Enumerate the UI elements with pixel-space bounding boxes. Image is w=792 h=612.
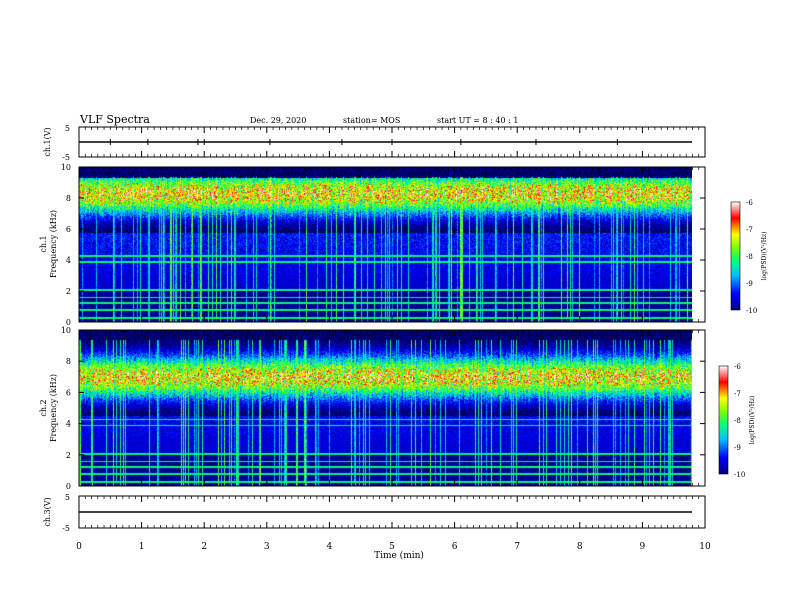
station-label: station= MOS [343, 116, 400, 125]
ch1-colorbar-label: log(PSD)(V²/Hz) [761, 232, 768, 281]
ch1-waveform-ylabel: ch.1(V) [43, 127, 52, 156]
ch2-spectrogram-panel: 0 2 4 6 8 10 ch.2 Frequency (kHz) [39, 326, 706, 491]
ch2-frequency-ylabel: Frequency (kHz) [49, 374, 58, 442]
ch1-colorbar: -6 -7 -8 -9 -10 log(PSD)(V²/Hz) [730, 199, 768, 315]
ch1-colorbar-tick-minus9: -9 [746, 280, 753, 288]
ch1-ytick-2: 2 [66, 287, 71, 296]
ch2-ytick-0: 0 [66, 482, 71, 491]
ch1-frequency-ylabel: Frequency (kHz) [49, 210, 58, 278]
ch1-colorbar-tick-minus7: -7 [746, 226, 753, 234]
ch1-colorbar-tick-minus10: -10 [746, 307, 757, 315]
ch1-spectrogram-xticks [78, 167, 706, 322]
ch2-spectrogram-xticks [78, 330, 706, 486]
ch2-ytick-10: 10 [61, 326, 71, 335]
time-tick-6: 6 [452, 542, 458, 552]
ch1-colorbar-tick-minus6: -6 [746, 199, 753, 207]
ch1-waveform-xticks [78, 127, 706, 157]
ch1-spectrogram-yticks: 0 2 4 6 8 10 [61, 163, 705, 327]
ch2-colorbar-label: log(PSD)(V²/Hz) [749, 396, 756, 445]
start-ut-label: start UT = 8 : 40 : 1 [437, 116, 518, 125]
ch2-spectrogram-yticks: 0 2 4 6 8 10 [61, 326, 705, 491]
ch2-spectrogram-image [79, 330, 692, 486]
ch3-waveform-xticks [78, 496, 706, 528]
time-tick-2: 2 [201, 542, 207, 552]
ch2-channel-label: ch.2 [39, 399, 48, 416]
date-label: Dec. 29, 2020 [250, 116, 306, 125]
time-tick-10: 10 [699, 542, 711, 552]
time-tick-9: 9 [640, 542, 646, 552]
time-tick-4: 4 [327, 542, 333, 552]
time-axis-label: Time (min) [374, 550, 424, 561]
time-tick-3: 3 [264, 542, 270, 552]
ch2-colorbar-tick-minus6: -6 [734, 363, 741, 371]
ch2-colorbar-ticks: -6 -7 -8 -9 -10 [734, 363, 745, 479]
ch2-colorbar-tick-minus7: -7 [734, 390, 741, 398]
ch1-channel-label: ch.1 [39, 235, 48, 252]
ch3-ytick-top: 5 [65, 493, 70, 502]
time-tick-1: 1 [139, 542, 145, 552]
ch1-ytick-bottom: -5 [62, 153, 70, 162]
ch1-waveform-panel: 5 -5 ch.1(V) [43, 124, 706, 162]
ch2-colorbar-tick-minus9: -9 [734, 444, 741, 452]
ch1-ytick-10: 10 [61, 163, 71, 172]
ch3-ytick-bottom: -5 [62, 524, 70, 533]
ch2-ytick-2: 2 [66, 451, 71, 460]
time-tick-8: 8 [577, 542, 583, 552]
ch2-colorbar-tick-minus8: -8 [734, 417, 741, 425]
time-axis-tick-labels: 0 1 2 3 4 5 6 7 8 9 10 [76, 542, 711, 552]
ch1-ytick-4: 4 [66, 256, 71, 265]
ch2-ytick-8: 8 [66, 357, 71, 366]
time-tick-0: 0 [76, 542, 82, 552]
ch1-ytick-6: 6 [66, 225, 71, 234]
time-tick-5: 5 [389, 542, 395, 552]
ch1-waveform-spikes [109, 139, 618, 145]
ch2-ytick-6: 6 [66, 388, 71, 397]
ch2-colorbar-tick-minus10: -10 [734, 471, 745, 479]
ch1-colorbar-gradient [730, 201, 741, 311]
ch1-colorbar-tick-minus8: -8 [746, 253, 753, 261]
ch1-ytick-8: 8 [66, 194, 71, 203]
ch1-spectrogram-image [79, 167, 692, 322]
ch1-spectrogram-panel: 0 2 4 6 8 10 ch.1 Frequency (kHz) [39, 163, 706, 327]
ch2-colorbar-gradient [718, 365, 729, 475]
ch3-waveform-ylabel: ch.3(V) [43, 497, 52, 526]
ch2-colorbar: -6 -7 -8 -9 -10 log(PSD)(V²/Hz) [718, 363, 756, 479]
time-tick-7: 7 [514, 542, 520, 552]
ch1-colorbar-ticks: -6 -7 -8 -9 -10 [746, 199, 757, 315]
ch2-ytick-4: 4 [66, 420, 71, 429]
ch1-ytick-top: 5 [65, 124, 70, 133]
figure-title: VLF Spectra [79, 113, 150, 126]
ch3-waveform-panel: 5 -5 ch.3(V) [43, 493, 706, 533]
ch1-ytick-0: 0 [66, 318, 71, 327]
